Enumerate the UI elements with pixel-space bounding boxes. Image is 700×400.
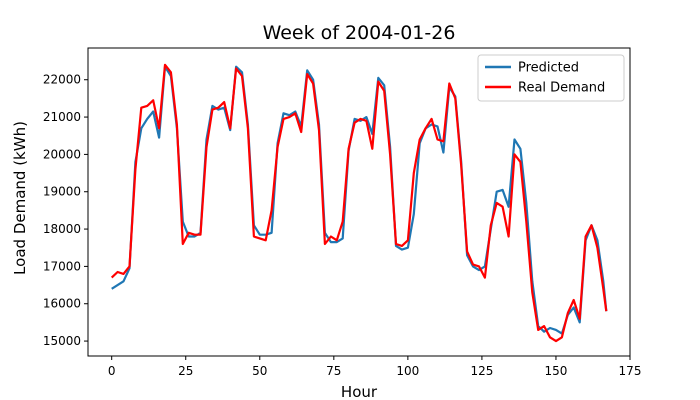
y-tick-label: 20000 <box>43 147 81 161</box>
legend-label-real-demand: Real Demand <box>518 81 605 96</box>
x-tick-label: 0 <box>108 364 116 378</box>
x-tick-label: 75 <box>326 364 341 378</box>
legend-label-predicted: Predicted <box>518 61 579 76</box>
y-tick-label: 17000 <box>43 259 81 273</box>
y-tick-label: 16000 <box>43 297 81 311</box>
y-tick-label: 15000 <box>43 334 81 348</box>
x-tick-label: 25 <box>178 364 193 378</box>
x-tick-label: 50 <box>252 364 267 378</box>
x-tick-label: 175 <box>619 364 642 378</box>
axes: 0 25 50 75 100 125 150 175 15000 16000 17000 18000 1… <box>43 47 642 378</box>
y-tick-label: 19000 <box>43 185 81 199</box>
y-tick-label: 22000 <box>43 73 81 87</box>
y-axis-label: Load Demand (kWh) <box>11 121 29 275</box>
series-line-real-demand <box>110 63 608 343</box>
x-axis-label: Hour <box>341 383 378 400</box>
x-tick-label: 125 <box>470 364 493 378</box>
legend: Predicted Real Demand <box>477 54 625 102</box>
series-line-predicted <box>111 65 608 335</box>
plot-frame <box>87 47 631 357</box>
x-tick-label: 150 <box>545 364 568 378</box>
legend-box <box>477 54 625 102</box>
y-tick-label: 18000 <box>43 222 81 236</box>
y-tick-label: 21000 <box>43 110 81 124</box>
chart-title: Week of 2004-01-26 <box>263 22 456 44</box>
plot-area <box>110 63 608 343</box>
x-tick-label: 100 <box>396 364 419 378</box>
